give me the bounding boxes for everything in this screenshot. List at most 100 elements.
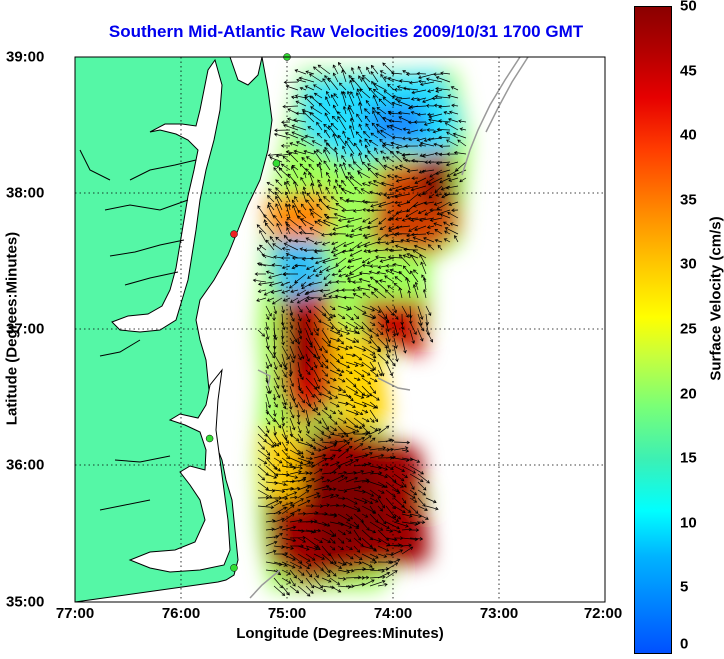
velocity-arrow — [337, 111, 347, 123]
velocity-arrow — [369, 369, 379, 377]
velocity-arrow — [282, 124, 299, 131]
velocity-arrow — [329, 561, 343, 569]
velocity-arrow — [330, 122, 339, 131]
velocity-arrow — [345, 476, 359, 483]
velocity-arrow — [313, 448, 322, 452]
velocity-arrow — [333, 146, 339, 163]
velocity-arrow — [302, 110, 315, 123]
velocity-arrow — [389, 150, 403, 163]
velocity-arrow — [337, 385, 347, 394]
velocity-arrow — [423, 237, 435, 243]
velocity-arrow — [321, 401, 328, 411]
velocity-arrow — [361, 353, 377, 362]
velocity-arrow — [341, 179, 347, 187]
velocity-arrow — [409, 329, 415, 344]
velocity-arrow — [401, 473, 408, 478]
velocity-arrow — [409, 528, 420, 532]
velocity-arrow — [297, 577, 304, 584]
velocity-arrow — [382, 97, 395, 107]
velocity-arrow — [281, 585, 290, 596]
velocity-arrow — [273, 441, 280, 447]
velocity-arrow — [345, 409, 359, 416]
velocity-arrow — [321, 478, 331, 483]
velocity-arrow — [394, 174, 403, 179]
velocity-arrow — [411, 232, 427, 237]
velocity-arrow — [345, 393, 354, 402]
velocity-arrow — [283, 80, 299, 85]
velocity-arrow — [369, 264, 379, 269]
velocity-arrow — [281, 345, 290, 360]
velocity-arrow — [299, 86, 307, 91]
velocity-arrow — [271, 263, 283, 267]
velocity-arrow — [305, 485, 313, 491]
velocity-arrow — [313, 585, 327, 593]
velocity-arrow — [337, 305, 351, 311]
velocity-arrow — [401, 513, 413, 518]
velocity-arrow — [337, 337, 344, 345]
velocity-arrow — [329, 454, 336, 459]
velocity-arrow — [305, 577, 315, 589]
velocity-arrow — [385, 513, 400, 522]
velocity-arrow — [420, 169, 435, 174]
velocity-arrow — [313, 468, 323, 475]
velocity-arrow — [297, 529, 315, 534]
velocity-arrow — [271, 297, 283, 305]
velocity-arrow — [267, 204, 275, 219]
velocity-arrow — [334, 163, 339, 171]
velocity-arrow — [348, 124, 355, 139]
velocity-arrow — [377, 481, 388, 488]
velocity-arrow — [393, 505, 406, 514]
velocity-arrow — [345, 345, 353, 350]
velocity-arrow — [385, 321, 390, 333]
velocity-arrow — [337, 217, 355, 223]
velocity-arrow — [321, 521, 331, 527]
colorbar-tick-15: 15 — [680, 449, 697, 467]
velocity-arrow — [337, 345, 349, 351]
velocity-arrow — [433, 222, 443, 227]
velocity-arrow — [289, 535, 307, 540]
velocity-arrow — [345, 224, 355, 228]
velocity-arrow — [332, 64, 339, 75]
velocity-arrow — [297, 425, 302, 434]
velocity-arrow — [361, 575, 370, 580]
velocity-arrow — [353, 401, 368, 408]
velocity-arrow — [353, 345, 367, 352]
velocity-arrow — [329, 313, 337, 318]
velocity-arrow — [289, 337, 294, 345]
velocity-arrow — [380, 73, 387, 83]
velocity-arrow — [376, 270, 387, 275]
velocity-arrow — [307, 273, 315, 279]
velocity-arrow — [434, 238, 443, 243]
velocity-arrow — [326, 171, 331, 179]
velocity-arrow — [367, 167, 379, 179]
velocity-arrow — [254, 272, 266, 276]
velocity-arrow — [459, 177, 467, 183]
velocity-arrow — [304, 85, 315, 91]
velocity-arrow — [329, 448, 342, 453]
velocity-arrow — [293, 118, 307, 123]
velocity-arrow — [358, 123, 363, 131]
delaware-bay — [229, 57, 263, 86]
velocity-arrow — [337, 431, 348, 436]
velocity-arrow — [409, 80, 419, 85]
velocity-arrow — [305, 337, 313, 348]
velocity-arrow — [348, 265, 363, 275]
velocity-arrow — [361, 579, 375, 587]
velocity-arrow — [315, 149, 323, 155]
velocity-arrow — [289, 498, 304, 507]
velocity-arrow — [331, 272, 339, 277]
velocity-arrow — [300, 218, 315, 227]
velocity-arrow — [286, 180, 291, 187]
velocity-arrow — [361, 430, 370, 435]
velocity-arrow — [281, 501, 294, 507]
velocity-arrow — [305, 289, 323, 295]
velocity-arrow — [402, 265, 411, 275]
velocity-arrow — [313, 433, 324, 441]
velocity-arrow — [436, 201, 451, 210]
velocity-arrow — [427, 137, 443, 142]
x-axis-label: Longitude (Degrees:Minutes) — [236, 625, 444, 642]
velocity-arrow — [376, 130, 387, 139]
velocity-arrow — [380, 129, 395, 139]
velocity-arrow — [343, 241, 355, 248]
velocity-arrow — [451, 103, 459, 108]
